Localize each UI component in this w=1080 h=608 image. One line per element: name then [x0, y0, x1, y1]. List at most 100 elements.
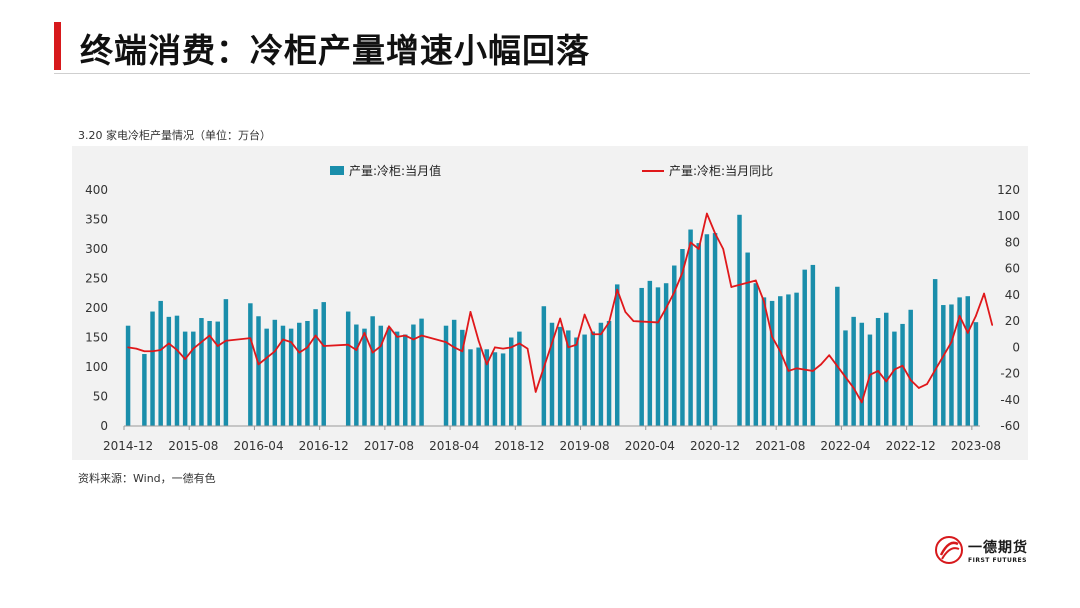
bar	[362, 328, 367, 426]
bar	[696, 243, 701, 426]
bar	[345, 311, 351, 426]
bar	[158, 300, 163, 426]
line-point	[485, 363, 488, 366]
line-point	[135, 347, 138, 350]
y-right-tick-label: 0	[1012, 340, 1020, 354]
bar	[443, 325, 449, 426]
line-point	[869, 374, 871, 376]
line-point	[274, 350, 276, 353]
line-point	[893, 368, 896, 371]
line-point	[380, 345, 382, 347]
line-point	[991, 324, 994, 326]
line-point	[322, 345, 325, 347]
bar	[142, 354, 147, 426]
bar	[867, 334, 873, 426]
bar	[305, 320, 310, 426]
line-point	[714, 232, 716, 235]
line-point	[477, 339, 480, 342]
bar	[614, 284, 620, 426]
bar	[394, 331, 400, 426]
line-point	[852, 387, 855, 389]
y-left-tick-label: 400	[85, 183, 108, 197]
line-point	[608, 321, 610, 324]
bar	[460, 329, 465, 426]
bar	[745, 252, 750, 426]
y-left-tick-label: 300	[85, 242, 108, 256]
line-point	[673, 291, 676, 294]
bar	[288, 328, 294, 426]
bar	[680, 249, 685, 426]
bar	[810, 264, 816, 426]
bar	[321, 302, 326, 426]
bar	[419, 318, 424, 426]
bar	[761, 297, 767, 426]
bar	[965, 296, 971, 426]
line-point	[681, 271, 684, 274]
combo-chart: 0 50 100 150 200 250 300 350 400 -60 -40 -20 0 20 40 60…	[85, 163, 1020, 453]
bar	[500, 353, 506, 426]
line-point	[624, 311, 627, 313]
bar	[957, 297, 962, 426]
bar	[663, 283, 669, 426]
bar	[150, 311, 155, 426]
line-point	[779, 350, 782, 353]
bar	[549, 322, 555, 426]
line-point	[909, 379, 912, 381]
y-right-tick-label: 60	[1005, 262, 1020, 276]
bar	[859, 322, 865, 426]
bar	[403, 334, 408, 426]
y-left-tick-label: 50	[93, 390, 108, 404]
legend-label-bar: 产量:冷柜:当月值	[349, 163, 441, 178]
bar	[973, 322, 979, 426]
line-point	[926, 383, 928, 385]
x-tick-label: 2023-08	[951, 439, 1001, 453]
bar	[851, 316, 856, 426]
line-point	[200, 341, 203, 343]
x-tick-label: 2018-12	[494, 439, 544, 453]
bar	[712, 233, 718, 426]
bar	[370, 316, 375, 426]
page-title: 终端消费：冷柜产量增速小幅回落	[80, 31, 590, 70]
line-point	[461, 350, 464, 353]
y-right-tick-label: 80	[1005, 235, 1020, 249]
line-point	[860, 401, 863, 404]
x-tick-label: 2015-08	[168, 439, 218, 453]
bar	[900, 323, 905, 426]
line-point	[225, 339, 227, 342]
line-point	[600, 333, 602, 336]
bar	[932, 279, 938, 426]
line-point	[216, 345, 219, 347]
axes: 0 50 100 150 200 250 300 350 400 -60 -40 -20 0 20 40 60…	[85, 183, 1020, 453]
y-right-tick-label: 120	[997, 183, 1020, 197]
line-point	[412, 338, 415, 341]
y-left-tick-label: 250	[85, 272, 108, 286]
x-tick-label: 2020-04	[625, 439, 675, 453]
bar	[509, 337, 514, 426]
chart-caption: 3.20 家电冷柜产量情况（单位：万台）	[78, 129, 271, 142]
bar	[297, 322, 302, 426]
line-point	[828, 354, 830, 356]
line-point	[265, 357, 268, 359]
line-point	[812, 370, 814, 372]
bar	[794, 292, 799, 426]
line-point	[763, 300, 765, 303]
title-accent-bar	[54, 22, 61, 70]
x-tick-label: 2019-08	[560, 439, 610, 453]
line-point	[396, 336, 398, 338]
line-point	[771, 336, 773, 338]
line-point	[494, 346, 496, 349]
line-point	[192, 347, 195, 350]
bar	[769, 300, 775, 426]
bar	[272, 319, 278, 426]
bar	[606, 320, 612, 426]
y-right-tick-label: 100	[997, 209, 1020, 223]
bar	[215, 321, 220, 426]
line-point	[755, 279, 757, 282]
line-point	[388, 325, 390, 328]
bar	[354, 324, 359, 426]
line-point	[347, 343, 349, 346]
bar	[835, 286, 840, 426]
bar	[207, 320, 212, 426]
line-point	[958, 315, 961, 317]
line-point	[420, 334, 423, 337]
